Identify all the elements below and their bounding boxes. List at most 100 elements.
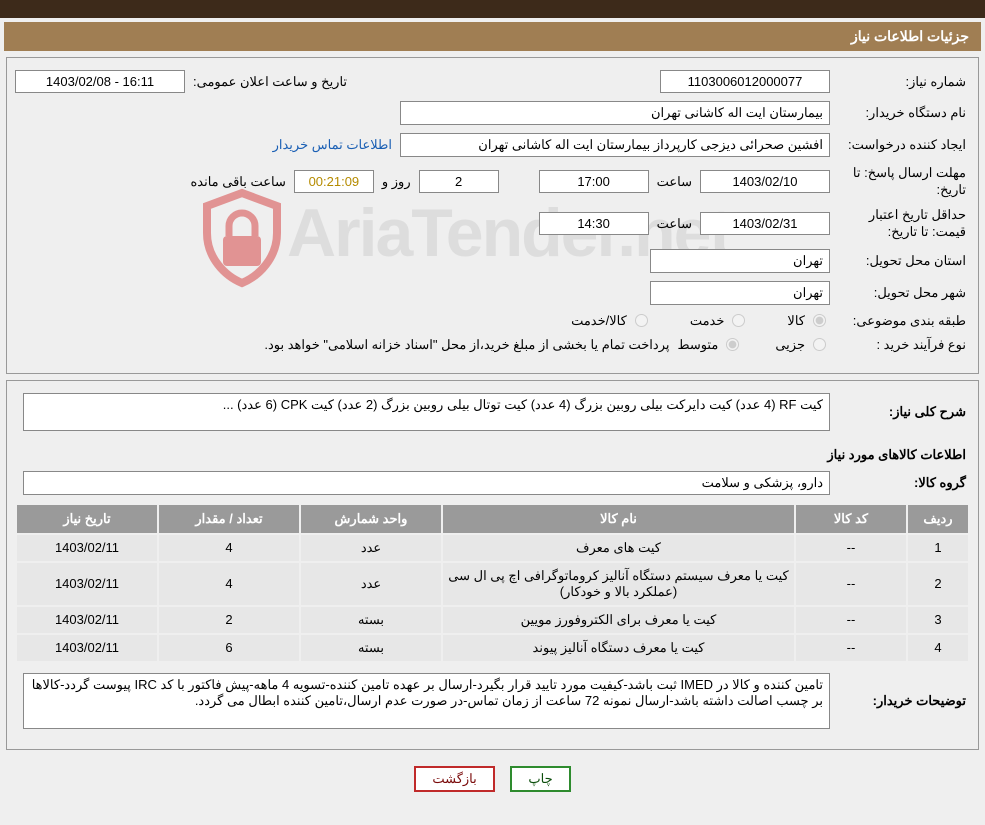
radio-label-goodservice: کالا/خدمت [571,313,627,329]
label-validity: حداقل تاریخ اعتبار قیمت: تا تاریخ: [830,207,970,241]
table-cell: 1403/02/11 [17,563,157,605]
button-row: چاپ بازگشت [0,756,985,794]
th-name: نام کالا [443,505,794,533]
field-goods-group: دارو، پزشکی و سلامت [23,471,830,495]
title-bar: جزئیات اطلاعات نیاز [4,22,981,51]
label-city: شهر محل تحویل: [830,285,970,301]
label-general-desc: شرح کلی نیاز: [830,404,970,420]
table-cell: عدد [301,535,441,561]
table-header-row: ردیف کد کالا نام کالا واحد شمارش تعداد /… [17,505,968,533]
link-buyer-contact[interactable]: اطلاعات تماس خریدار [265,137,400,153]
items-panel: شرح کلی نیاز: کیت RF (4 عدد) کیت دایرکت … [6,380,979,750]
field-general-desc: کیت RF (4 عدد) کیت دایرکت بیلی روبین بزر… [23,393,830,431]
table-cell: -- [796,535,906,561]
label-validity-hour: ساعت [649,216,700,232]
th-row: ردیف [908,505,968,533]
th-unit: واحد شمارش [301,505,441,533]
row-deadline: مهلت ارسال پاسخ: تا تاریخ: 1403/02/10 سا… [15,165,970,199]
label-deadline-t1: مهلت ارسال پاسخ: [864,165,966,180]
table-cell: 1403/02/11 [17,635,157,661]
table-cell: -- [796,635,906,661]
label-remaining: ساعت باقی مانده [182,174,293,190]
label-days-and: روز و [374,174,419,190]
table-cell: بسته [301,607,441,633]
row-validity: حداقل تاریخ اعتبار قیمت: تا تاریخ: 1403/… [15,207,970,241]
label-goods-group: گروه کالا: [830,475,970,491]
radio-label-service: خدمت [690,313,725,329]
label-announce-datetime: تاریخ و ساعت اعلان عمومی: [185,74,355,90]
table-cell: -- [796,563,906,605]
row-buyer-notes: توضیحات خریدار: تامین کننده و کالا در IM… [15,673,970,729]
table-row: 1--کیت های معرفعدد41403/02/11 [17,535,968,561]
field-announce-datetime: 1403/02/08 - 16:11 [15,70,185,93]
field-buyer-org: بیمارستان ایت اله کاشانی تهران [400,101,830,125]
th-qty: تعداد / مقدار [159,505,299,533]
row-purchase-type: نوع فرآیند خرید : جزیی متوسط پرداخت تمام… [15,337,970,353]
table-cell: 6 [159,635,299,661]
table-cell: 1403/02/11 [17,535,157,561]
th-code: کد کالا [796,505,906,533]
items-table: ردیف کد کالا نام کالا واحد شمارش تعداد /… [15,503,970,663]
label-deadline-hour: ساعت [649,174,700,190]
table-cell: کیت های معرف [443,535,794,561]
field-deadline-date: 1403/02/10 [700,170,830,193]
table-cell: 4 [159,563,299,605]
radio-pt-minor[interactable] [813,338,826,351]
label-requester: ایجاد کننده درخواست: [830,137,970,153]
table-row: 2--کیت یا معرف سیستم دستگاه آنالیز کروما… [17,563,968,605]
table-cell: -- [796,607,906,633]
field-requester: افشین صحرائی دیزجی کارپرداز بیمارستان ای… [400,133,830,157]
label-category: طبقه بندی موضوعی: [830,313,970,329]
radio-cat-goods[interactable] [813,314,826,327]
field-need-number: 1103006012000077 [660,70,830,93]
table-cell: 3 [908,607,968,633]
row-goods-group: گروه کالا: دارو، پزشکی و سلامت [15,471,970,495]
print-button[interactable]: چاپ [510,766,570,792]
table-cell: 4 [159,535,299,561]
table-cell: بسته [301,635,441,661]
label-province: استان محل تحویل: [830,253,970,269]
back-button[interactable]: بازگشت [414,766,494,792]
table-cell: 2 [159,607,299,633]
label-buyer-notes: توضیحات خریدار: [830,693,970,709]
radio-cat-goodservice[interactable] [635,314,648,327]
table-cell: کیت یا معرف دستگاه آنالیز پیوند [443,635,794,661]
table-cell: عدد [301,563,441,605]
radioset-purchase-type: جزیی متوسط [677,337,830,353]
field-province: تهران [650,249,830,273]
top-bar [0,0,985,18]
table-cell: 1403/02/11 [17,607,157,633]
radioset-category: کالا خدمت کالا/خدمت [571,313,830,329]
row-buyer-org: نام دستگاه خریدار: بیمارستان ایت اله کاش… [15,101,970,125]
row-need-number: شماره نیاز: 1103006012000077 تاریخ و ساع… [15,70,970,93]
th-date: تاریخ نیاز [17,505,157,533]
table-cell: 1 [908,535,968,561]
field-city: تهران [650,281,830,305]
table-row: 4--کیت یا معرف دستگاه آنالیز پیوندبسته61… [17,635,968,661]
row-province: استان محل تحویل: تهران [15,249,970,273]
table-cell: 2 [908,563,968,605]
radio-pt-medium[interactable] [726,338,739,351]
field-days-left: 2 [419,170,499,193]
heading-items-info: اطلاعات کالاهای مورد نیاز [15,439,970,471]
page: جزئیات اطلاعات نیاز AriaTender.net شماره… [0,0,985,794]
label-buyer-org: نام دستگاه خریدار: [830,105,970,121]
label-validity-t2: تا تاریخ: [888,224,929,239]
label-need-number: شماره نیاز: [830,74,970,90]
label-deadline: مهلت ارسال پاسخ: تا تاریخ: [830,165,970,199]
row-category: طبقه بندی موضوعی: کالا خدمت کالا/خدمت [15,313,970,329]
radio-label-medium: متوسط [677,337,718,353]
field-time-left: 00:21:09 [294,170,374,193]
radio-label-goods: کالا [787,313,805,329]
row-requester: ایجاد کننده درخواست: افشین صحرائی دیزجی … [15,133,970,157]
table-cell: 4 [908,635,968,661]
pay-note: پرداخت تمام یا بخشی از مبلغ خرید،از محل … [15,337,677,353]
field-validity-date: 1403/02/31 [700,212,830,235]
table-row: 3--کیت یا معرف برای الکتروفورز مویینبسته… [17,607,968,633]
row-general-desc: شرح کلی نیاز: کیت RF (4 عدد) کیت دایرکت … [15,393,970,431]
table-cell: کیت یا معرف سیستم دستگاه آنالیز کروماتوگ… [443,563,794,605]
radio-cat-service[interactable] [732,314,745,327]
field-deadline-time: 17:00 [539,170,649,193]
info-panel: AriaTender.net شماره نیاز: 1103006012000… [6,57,979,374]
field-validity-time: 14:30 [539,212,649,235]
